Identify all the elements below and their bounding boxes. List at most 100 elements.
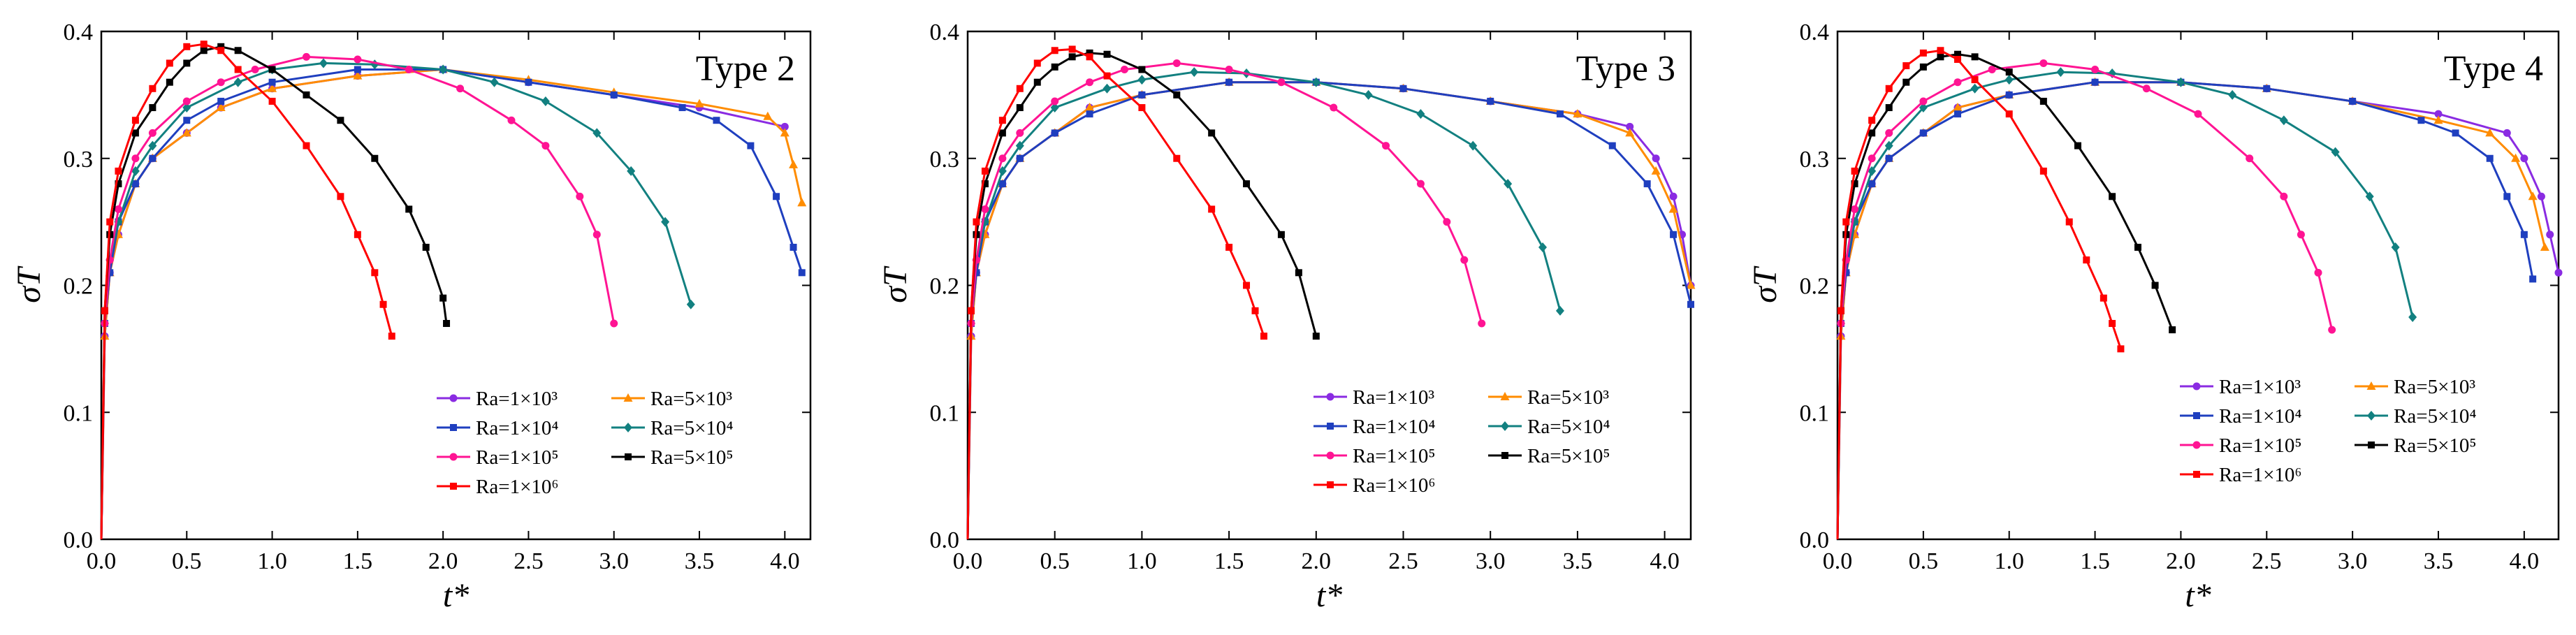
data-point [131, 117, 139, 124]
series-Ra=1×10⁶ [966, 45, 1267, 540]
data-point [2151, 282, 2159, 289]
series-line [100, 55, 616, 540]
data-point [2263, 85, 2271, 92]
data-point [2100, 294, 2107, 302]
y-tick-label: 0.4 [64, 20, 94, 45]
data-point [998, 154, 1007, 163]
data-point [405, 205, 413, 213]
data-point [2279, 115, 2288, 126]
data-point [370, 59, 379, 70]
data-point [200, 47, 208, 54]
data-point [627, 166, 636, 176]
data-point [1971, 76, 1979, 84]
data-point [1868, 129, 1876, 137]
data-point [1016, 129, 1024, 137]
series-Ra=5×10³ [966, 77, 1696, 540]
data-point [1652, 154, 1660, 163]
panel-1: 0.0 0.5 1.0 1.5 2.0 2.5 3.0 3.5 4.0 0.0 0.1 0.2 0.3 0… [10, 20, 812, 614]
legend-swatch-marker [449, 453, 458, 461]
plot-frame [1836, 30, 2560, 541]
data-point [2520, 231, 2528, 238]
data-point [2056, 67, 2065, 78]
series-line [100, 43, 393, 540]
data-point [2065, 218, 2073, 226]
data-point [1050, 103, 1059, 113]
series-line [966, 71, 1562, 540]
data-point [694, 98, 704, 108]
x-tick-label: 0.5 [1909, 548, 1939, 574]
data-point [1885, 154, 1893, 162]
x-tick-label: 1.0 [1127, 548, 1157, 574]
data-point [2503, 193, 2511, 200]
data-point [1851, 180, 1858, 188]
data-point [1103, 50, 1111, 58]
data-point [610, 91, 618, 98]
x-tick-label: 2.0 [1302, 548, 1332, 574]
data-point [268, 66, 276, 73]
data-point [268, 83, 277, 92]
legend-entry: Ra=1×10⁵ [2180, 435, 2302, 457]
data-point [2408, 312, 2417, 322]
legend-entry: Ra=1×10⁴ [1314, 416, 1436, 438]
series-line [966, 81, 1692, 540]
data-point [1643, 180, 1651, 188]
data-point [216, 103, 226, 112]
data-point [268, 97, 276, 105]
y-tick-label: 0.0 [64, 527, 94, 553]
y-tick-label: 0.2 [1800, 274, 1830, 300]
data-point [2331, 147, 2340, 157]
x-tick-label: 0.5 [172, 548, 202, 574]
data-point [1086, 49, 1093, 57]
data-point [149, 85, 157, 92]
data-point [763, 111, 773, 120]
data-point [1573, 109, 1582, 118]
data-point [1937, 47, 1944, 54]
data-point [268, 78, 276, 86]
data-point [1295, 269, 1302, 277]
y-tick-label: 0.4 [930, 20, 960, 45]
legend-entry: Ra=5×10⁵ [1488, 445, 1610, 467]
data-point [2117, 345, 2125, 353]
data-point [1919, 129, 1927, 137]
series-line [1836, 81, 2560, 540]
data-point [182, 103, 191, 113]
data-point [1051, 129, 1058, 137]
data-point [1919, 97, 1928, 105]
data-point [456, 85, 465, 93]
x-tick-label: 4.0 [2510, 548, 2540, 574]
data-point [2039, 97, 2047, 105]
legend-label: Ra=1×10⁴ [476, 417, 559, 439]
panel-label: Type 3 [1576, 49, 1675, 89]
data-point [789, 243, 797, 251]
legend-label: Ra=5×10³ [650, 388, 732, 410]
data-point [106, 218, 114, 226]
data-point [780, 122, 789, 131]
data-point [1243, 180, 1251, 188]
data-point [1173, 154, 1181, 162]
data-point [1902, 62, 1910, 70]
legend-swatch-marker [1501, 421, 1509, 431]
data-point [1138, 66, 1146, 73]
data-point [2520, 154, 2528, 163]
data-point [2349, 97, 2357, 105]
data-point [1608, 142, 1616, 149]
data-point [1851, 205, 1859, 213]
legend-entry: Ra=5×10⁴ [2355, 405, 2477, 428]
legend-swatch-marker [2193, 471, 2200, 478]
y-tick-label: 0.2 [930, 274, 960, 300]
series-line [966, 52, 1318, 540]
legend-swatch-marker [1500, 392, 1510, 400]
data-point [1364, 89, 1373, 100]
legend-entry: Ra=1×10⁴ [2180, 405, 2302, 428]
series-line [966, 81, 1692, 540]
data-point [678, 104, 686, 112]
legend-label: Ra=5×10⁵ [650, 446, 734, 469]
data-point [115, 180, 122, 188]
legend-label: Ra=5×10⁵ [1527, 445, 1610, 467]
data-point [379, 300, 387, 308]
data-point [2365, 191, 2374, 202]
legend-entry: Ra=5×10³ [1488, 386, 1609, 409]
legend-label: Ra=1×10⁵ [1353, 445, 1436, 467]
data-point [981, 180, 989, 188]
series-Ra=1×10⁴ [966, 78, 1694, 540]
